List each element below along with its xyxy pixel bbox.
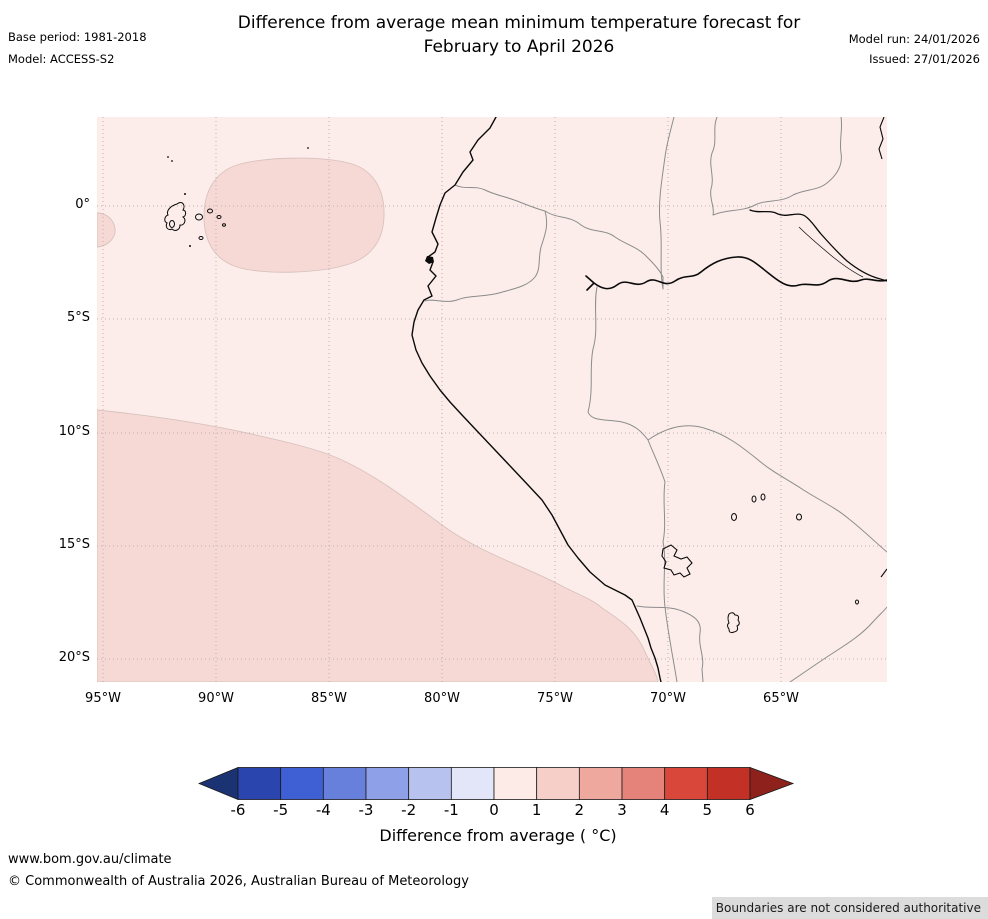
colorbar-segment: [280, 767, 324, 800]
colorbar-tick-label: 0: [489, 801, 499, 819]
anomaly-region-galapagos: [203, 157, 385, 273]
issued-text: Issued: 27/01/2026: [869, 52, 980, 66]
colorbar-segment: [237, 767, 282, 800]
y-axis-label: 20°S: [58, 650, 90, 665]
x-axis-label: 85°W: [311, 691, 347, 706]
river-side-channel: [798, 226, 864, 278]
x-axis-label: 75°W: [537, 691, 573, 706]
model-text: Model: ACCESS-S2: [8, 52, 115, 66]
colorbar-tick-label: 4: [659, 801, 670, 819]
galapagos-islands: [164, 202, 226, 240]
copyright-text: © Commonwealth of Australia 2026, Austra…: [8, 874, 469, 889]
colorbar-tick-label: -3: [358, 801, 374, 819]
colorbar-segment: [365, 767, 410, 800]
title-line-1: Difference from average mean minimum tem…: [237, 13, 801, 33]
colorbar-tick-label: -5: [273, 801, 289, 819]
colorbar-segment: [706, 767, 751, 800]
small-islets: [167, 147, 309, 247]
colorbar-segment: [536, 767, 580, 800]
y-axis-label: 15°S: [58, 537, 90, 552]
colorbar-segment: [664, 767, 708, 800]
y-axis-labels: 0° 5°S 10°S 15°S 20°S: [0, 0, 90, 919]
coastline: [411, 117, 662, 682]
colorbar-tick-label: 3: [617, 801, 627, 819]
x-axis-label: 95°W: [85, 691, 121, 706]
colorbar-ticks: -6 -5 -4 -3 -2 -1 0 1 2 3 4 5 6: [198, 801, 798, 819]
colorbar-tick-label: -4: [315, 801, 331, 819]
colorbar-tick-label: -6: [230, 801, 246, 819]
x-axis-labels: 95°W 90°W 85°W 80°W 75°W 70°W 65°W: [0, 691, 988, 709]
colorbar-tick-label: 6: [745, 801, 755, 819]
forecast-map: [97, 117, 887, 682]
boundaries-disclaimer: Boundaries are not considered authoritat…: [712, 897, 988, 919]
colorbar-tick-label: 5: [702, 801, 713, 819]
x-axis-label: 80°W: [424, 691, 460, 706]
amazon-river: [585, 256, 887, 291]
title-line-2: February to April 2026: [423, 37, 615, 57]
colorbar-segment: [621, 767, 666, 800]
base-period-text: Base period: 1981-2018: [8, 30, 147, 44]
small-lakes: [727, 493, 859, 634]
colorbar-left-arrow: [198, 767, 239, 800]
orinoco-edge-river: [878, 117, 887, 578]
rio-negro-river: [749, 209, 887, 282]
colorbar-segment: [578, 767, 623, 800]
y-axis-label: 0°: [75, 197, 90, 212]
country-borders: [424, 117, 887, 682]
colorbar-segments: [237, 767, 751, 800]
bom-url-text: www.bom.gov.au/climate: [8, 852, 172, 867]
colorbar-segment: [408, 767, 452, 800]
guayas-delta: [425, 256, 434, 264]
colorbar-segment: [322, 767, 367, 800]
colorbar-right-arrow: [749, 767, 795, 800]
colorbar-caption: Difference from average ( °C): [379, 826, 617, 845]
x-axis-label: 65°W: [763, 691, 799, 706]
model-run-text: Model run: 24/01/2026: [848, 32, 980, 46]
x-axis-label: 90°W: [198, 691, 234, 706]
y-axis-label: 10°S: [58, 424, 90, 439]
colorbar-segment: [493, 767, 538, 800]
colorbar-tick-label: -1: [443, 801, 459, 819]
colorbar-tick-label: 1: [531, 801, 542, 819]
colorbar-tick-label: -2: [401, 801, 417, 819]
y-axis-label: 5°S: [66, 310, 90, 325]
colorbar-tick-label: 2: [574, 801, 585, 819]
lake-titicaca: [661, 544, 693, 578]
colorbar-segment: [450, 767, 495, 800]
colorbar: [198, 767, 795, 800]
page-title: Difference from average mean minimum tem…: [60, 11, 978, 59]
x-axis-label: 70°W: [650, 691, 686, 706]
